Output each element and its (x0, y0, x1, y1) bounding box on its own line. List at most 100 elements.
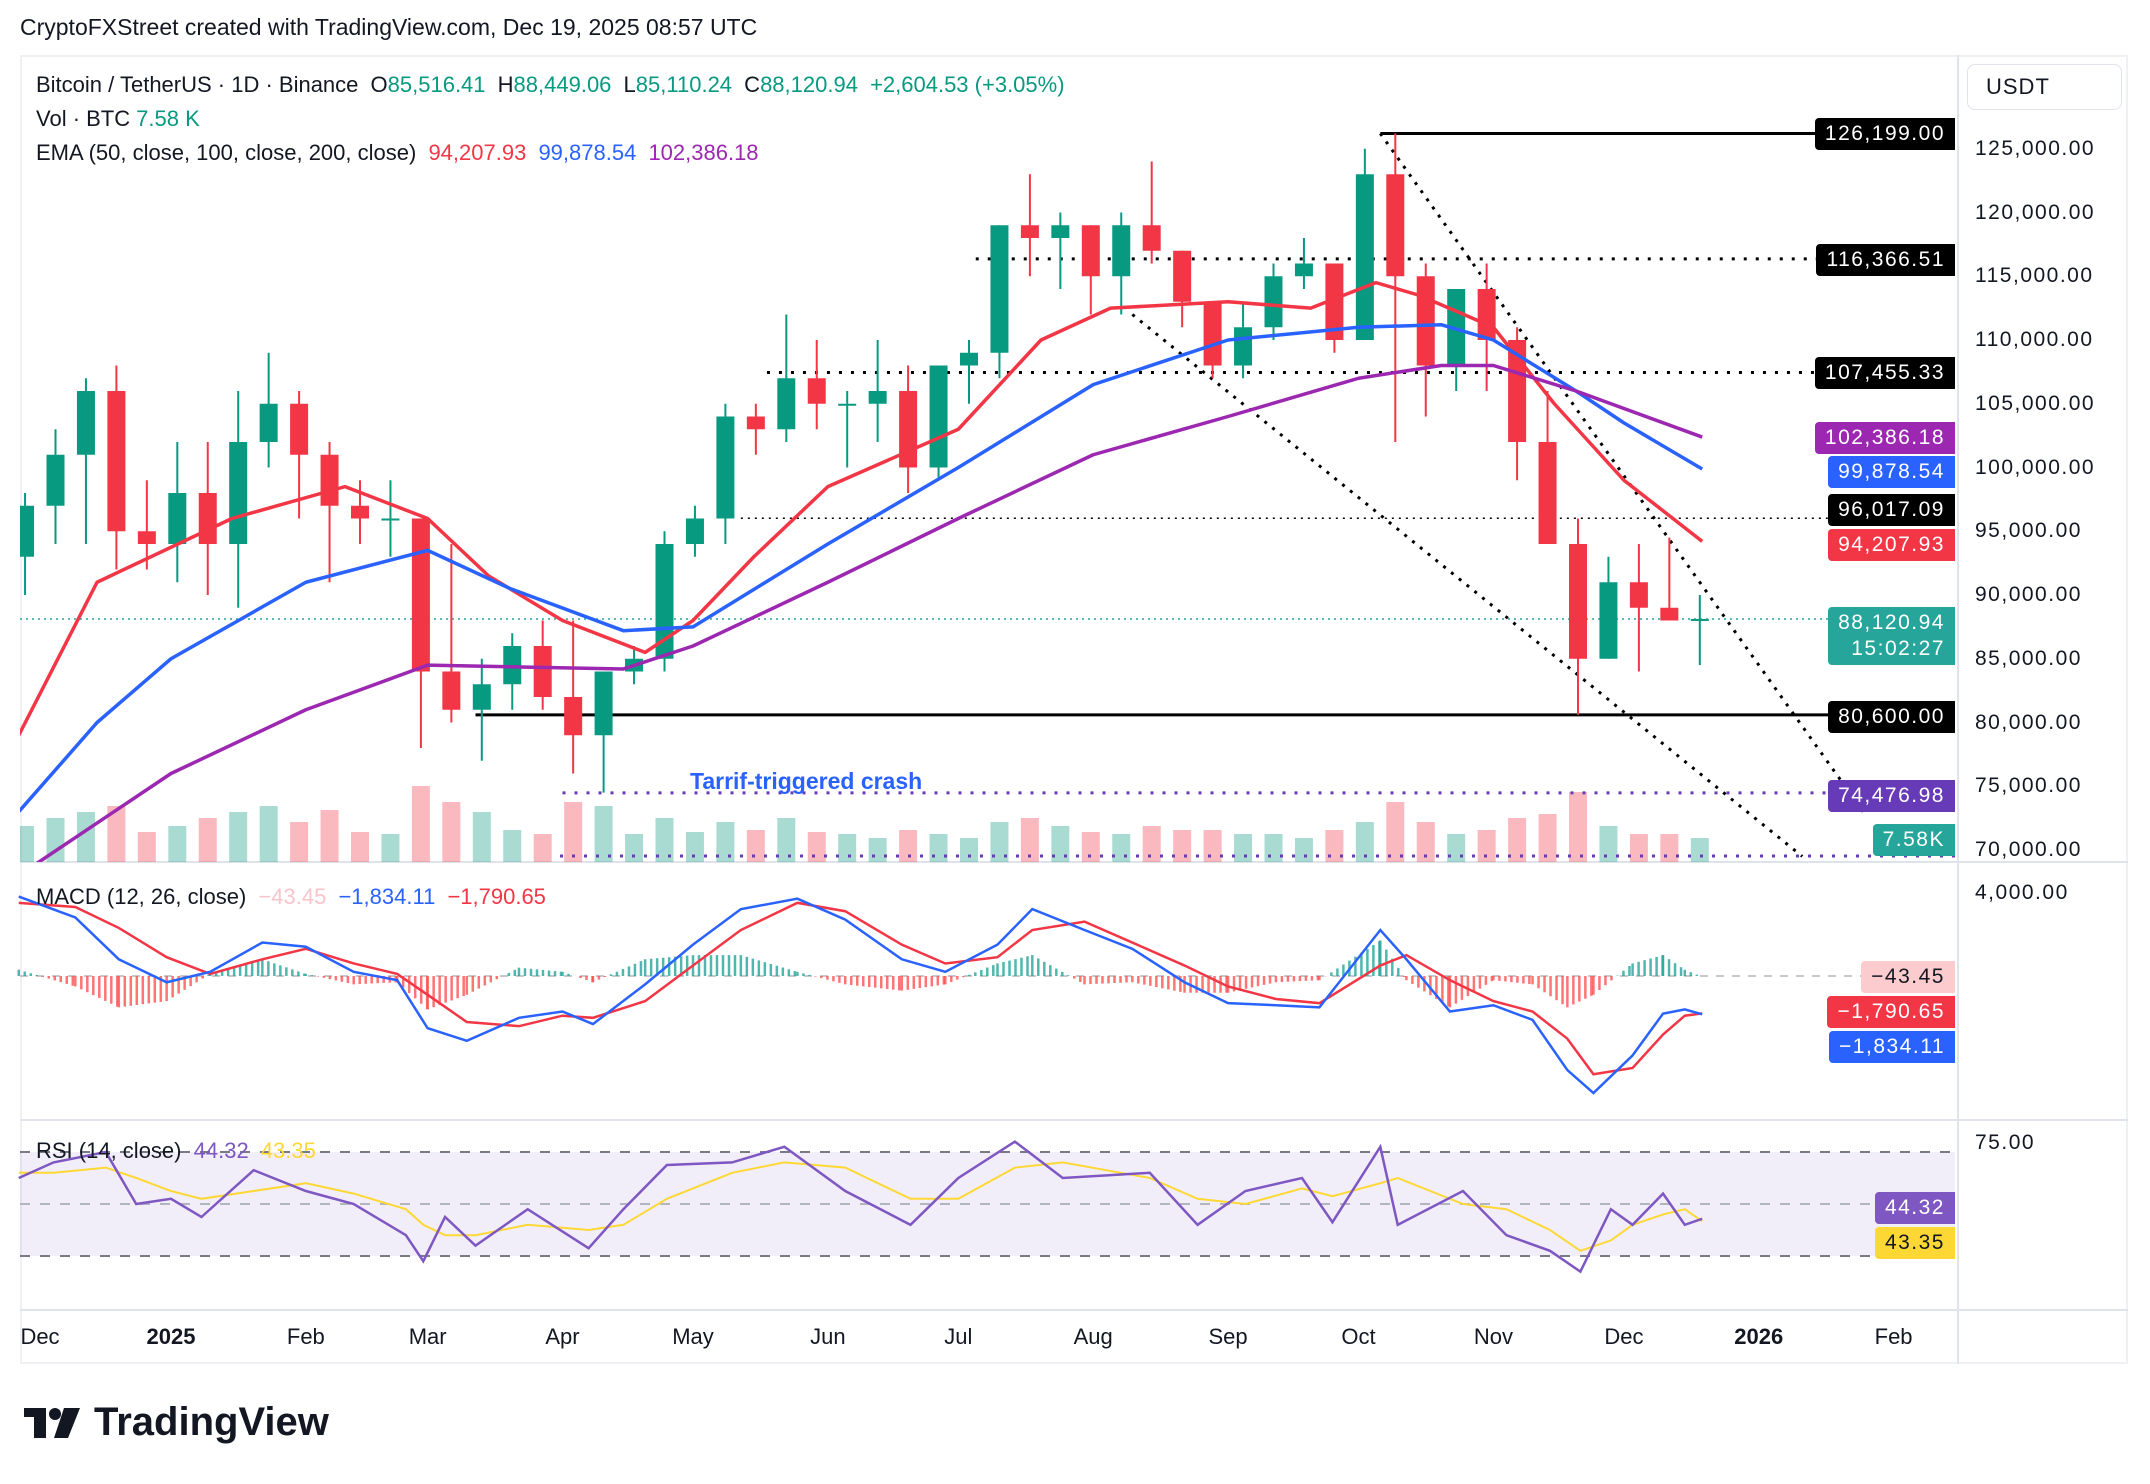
candle-body (929, 365, 948, 468)
volume-bar (168, 826, 187, 862)
level-badge: 107,455.33 (1814, 357, 1955, 389)
symbol-name[interactable]: Bitcoin / TetherUS · 1D · Binance (36, 72, 359, 97)
candle-body (381, 518, 400, 521)
volume-bar (685, 832, 704, 862)
change-value: +2,604.53 (+3.05%) (870, 72, 1065, 97)
candle-body (1051, 225, 1070, 238)
volume-bar (1264, 834, 1283, 862)
ema100-badge: 99,878.54 (1828, 456, 1955, 488)
level-badge: 96,017.09 (1828, 494, 1955, 526)
last-price: 88,120.94 (1838, 611, 1945, 634)
price-axis-label: 90,000.00 (1975, 583, 2082, 606)
volume-bar (351, 832, 369, 862)
time-axis-label: Feb (286, 1324, 325, 1349)
price-axis-label: 85,000.00 (1975, 646, 2082, 670)
volume-bar (46, 818, 65, 862)
candle-body (716, 416, 735, 519)
currency-button[interactable]: USDT (1967, 64, 2122, 110)
ema100-value: 99,878.54 (538, 140, 637, 165)
candle-body (168, 493, 187, 544)
rsi-ma-value: 43.35 (260, 1138, 316, 1163)
price-axis-label: 95,000.00 (1975, 519, 2082, 543)
volume-bar (1081, 832, 1100, 862)
price-axis-label: 120,000.00 (1975, 200, 2096, 224)
volume-bar (503, 830, 522, 862)
time-axis-label: Jun (810, 1324, 846, 1349)
candle-body (1173, 250, 1192, 302)
price-axis-label: 125,000.00 (1975, 136, 2096, 160)
volume-bar (1294, 838, 1313, 862)
volume-bar (716, 822, 735, 862)
candle-body (1112, 225, 1131, 277)
ema-legend: EMA (50, close, 100, close, 200, close) … (36, 140, 765, 166)
time-axis-label: Jul (944, 1324, 973, 1349)
candle-body (1416, 276, 1435, 366)
time-axis-label: Oct (1341, 1324, 1376, 1349)
volume-bar (594, 806, 613, 862)
volume-bar (1051, 826, 1070, 862)
time-axis-label: 2026 (1734, 1324, 1784, 1349)
macd-label[interactable]: MACD (12, 26, close) (36, 884, 247, 909)
candle-body (960, 352, 978, 366)
candle-body (1629, 582, 1648, 608)
candle-body (290, 403, 309, 455)
volume-bar (625, 834, 644, 862)
volume-bar (137, 832, 156, 862)
volume-bar (746, 830, 765, 862)
volume-bar (1234, 834, 1253, 862)
high-value: 88,449.06 (513, 72, 612, 97)
volume-label[interactable]: Vol · BTC (36, 106, 131, 131)
candle-body (107, 391, 126, 532)
volume-bar (1569, 792, 1587, 862)
candle-body (1386, 174, 1405, 277)
price-axis-label: 115,000.00 (1975, 264, 2094, 288)
volume-bar (1173, 830, 1192, 862)
ema-label[interactable]: EMA (50, close, 100, close, 200, close) (36, 140, 417, 165)
macd-signal-value: −1,790.65 (447, 884, 546, 909)
tradingview-logo-text: TradingView (94, 1400, 329, 1444)
volume-bar (777, 818, 796, 862)
candle-body (1142, 225, 1161, 251)
time-axis-label: Feb (1874, 1324, 1913, 1349)
volume-bar (411, 786, 430, 862)
tradingview-logo[interactable]: TradingView (24, 1400, 329, 1445)
rsi-value: 44.32 (193, 1138, 249, 1163)
candle-body (1660, 607, 1679, 621)
low-label: L (623, 72, 636, 97)
close-label: C (744, 72, 761, 97)
volume-bar (1690, 838, 1709, 862)
macd-hist-badge: −43.45 (1861, 961, 1955, 993)
rsi-legend: RSI (14, close) 44.32 43.35 (36, 1138, 322, 1164)
volume-badge: 7.58K (1872, 824, 1955, 856)
rsi-ma-badge: 43.35 (1874, 1227, 1955, 1259)
volume-bar (1629, 834, 1648, 862)
ema200-badge: 102,386.18 (1814, 422, 1955, 454)
time-axis-label: Aug (1073, 1324, 1113, 1349)
candle-body (1569, 544, 1587, 659)
level-badge: 80,600.00 (1828, 701, 1955, 733)
volume-bar (1416, 822, 1435, 862)
time-axis-label: Dec (1604, 1324, 1644, 1349)
macd-signal-badge: −1,790.65 (1827, 996, 1955, 1028)
volume-bar (564, 802, 583, 862)
high-label: H (497, 72, 514, 97)
rsi-label[interactable]: RSI (14, close) (36, 1138, 182, 1163)
candle-body (746, 416, 765, 430)
time-axis-label: May (672, 1324, 714, 1349)
price-axis-label: 75,000.00 (1975, 774, 2082, 798)
time-axis-label: Dec (20, 1324, 60, 1349)
level-badge: 74,476.98 (1828, 780, 1955, 812)
volume-bar (899, 830, 918, 862)
candle-body (20, 505, 35, 557)
price-axis-label: 105,000.00 (1975, 391, 2096, 415)
time-axis-label: Sep (1208, 1324, 1248, 1349)
volume-legend: Vol · BTC 7.58 K (36, 106, 206, 132)
volume-bar (1112, 834, 1131, 862)
time-axis-label: Mar (408, 1324, 447, 1349)
volume-bar (229, 812, 248, 862)
macd-signal-line (18, 901, 1703, 1076)
low-value: 85,110.24 (635, 72, 733, 97)
volume-bar (1477, 830, 1496, 862)
candle-body (76, 391, 95, 455)
